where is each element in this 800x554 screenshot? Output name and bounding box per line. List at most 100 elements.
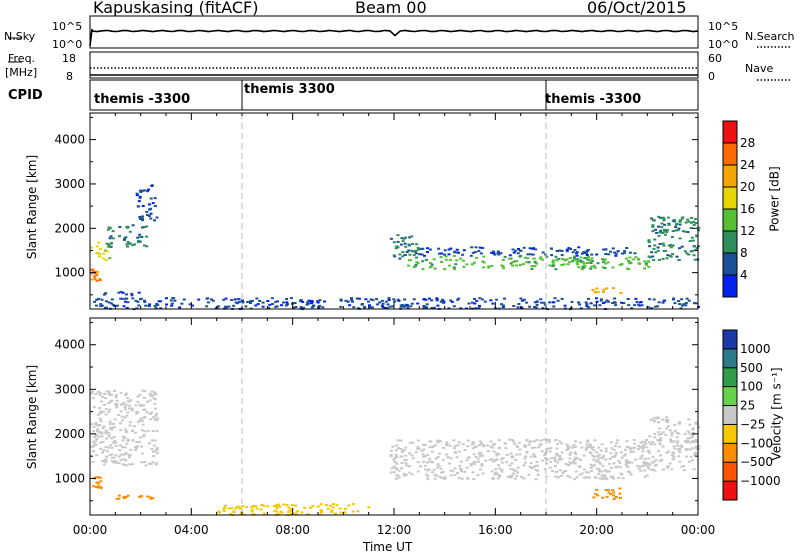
y-tick-label: 4000: [54, 338, 85, 352]
data-cell: [661, 418, 665, 421]
data-cell: [686, 218, 690, 221]
data-cell: [92, 450, 96, 453]
data-cell: [494, 468, 498, 471]
data-cell: [447, 248, 451, 251]
data-cell: [573, 249, 577, 251]
data-cell: [576, 263, 580, 266]
data-cell: [457, 441, 461, 444]
data-cell: [123, 453, 127, 456]
data-cell: [597, 446, 601, 449]
data-cell: [587, 471, 590, 474]
data-cell: [128, 404, 132, 407]
data-cell: [145, 210, 149, 213]
data-cell: [128, 421, 132, 424]
data-cell: [606, 489, 610, 491]
data-cell: [479, 468, 482, 471]
data-cell: [658, 243, 662, 245]
data-cell: [334, 512, 337, 515]
data-cell: [142, 417, 146, 420]
data-cell: [555, 452, 559, 455]
data-cell: [149, 496, 153, 499]
data-cell: [681, 230, 685, 233]
data-cell: [114, 454, 118, 457]
data-cell: [662, 468, 665, 471]
data-cell: [142, 434, 146, 437]
data-cell: [622, 252, 626, 255]
data-cell: [491, 446, 495, 449]
data-cell: [540, 301, 543, 304]
data-cell: [673, 302, 677, 305]
data-cell: [397, 476, 401, 479]
data-cell: [478, 305, 481, 307]
data-cell: [525, 261, 529, 264]
data-cell: [564, 462, 568, 465]
data-cell: [639, 465, 643, 468]
data-cell: [415, 243, 419, 246]
data-cell: [101, 395, 105, 398]
data-cell: [514, 459, 518, 461]
colorbar-frame-1: [722, 329, 738, 501]
data-cell: [537, 446, 541, 449]
data-cell: [648, 435, 652, 438]
data-cell: [102, 252, 106, 255]
data-cell: [239, 507, 243, 510]
data-cell: [449, 474, 453, 477]
data-cell: [339, 305, 343, 308]
data-cell: [565, 250, 569, 253]
data-cell: [428, 266, 432, 269]
data-cell: [124, 403, 128, 406]
colorbar-swatch: [723, 462, 737, 482]
data-cell: [108, 257, 112, 260]
data-cell: [671, 230, 675, 232]
data-cell: [569, 248, 573, 250]
data-cell: [495, 298, 499, 301]
data-cell: [653, 443, 657, 446]
data-cell: [554, 268, 558, 271]
data-cell: [607, 300, 610, 303]
data-cell: [629, 473, 633, 476]
data-cell: [459, 460, 463, 463]
data-cell: [693, 245, 696, 247]
data-cell: [400, 467, 403, 470]
data-cell: [661, 445, 665, 448]
data-cell: [139, 404, 143, 407]
data-cell: [588, 451, 592, 454]
data-cell: [693, 453, 697, 456]
data-cell: [612, 448, 616, 451]
data-cell: [426, 251, 429, 253]
data-cell: [647, 260, 651, 263]
data-cell: [473, 460, 477, 463]
colorbar-swatch: [723, 443, 737, 463]
data-cell: [474, 307, 478, 310]
data-cell: [574, 453, 578, 455]
data-cell: [94, 440, 98, 443]
data-cell: [596, 455, 600, 458]
data-cell: [140, 445, 143, 448]
data-cell: [656, 246, 660, 249]
data-cell: [102, 425, 106, 428]
data-cell: [343, 511, 347, 514]
data-cell: [525, 450, 529, 453]
data-cell: [584, 257, 588, 259]
data-cell: [410, 302, 414, 305]
data-cell: [113, 389, 116, 392]
data-cell: [135, 441, 139, 443]
data-cell: [681, 304, 684, 307]
data-cell: [148, 392, 152, 395]
data-cell: [421, 260, 425, 263]
data-cell: [364, 298, 368, 301]
data-cell: [575, 261, 579, 264]
data-cell: [646, 466, 650, 468]
data-cell: [632, 258, 636, 261]
data-cell: [99, 410, 103, 413]
data-cell: [390, 449, 394, 452]
colorbar-tick-label: −500: [740, 455, 773, 469]
data-cell: [473, 297, 476, 300]
data-cell: [608, 458, 612, 460]
data-cell: [597, 453, 601, 456]
data-cell: [119, 290, 123, 293]
data-cell: [601, 302, 605, 304]
data-cell: [691, 239, 695, 242]
data-cell: [578, 303, 582, 306]
data-cell: [404, 462, 408, 465]
